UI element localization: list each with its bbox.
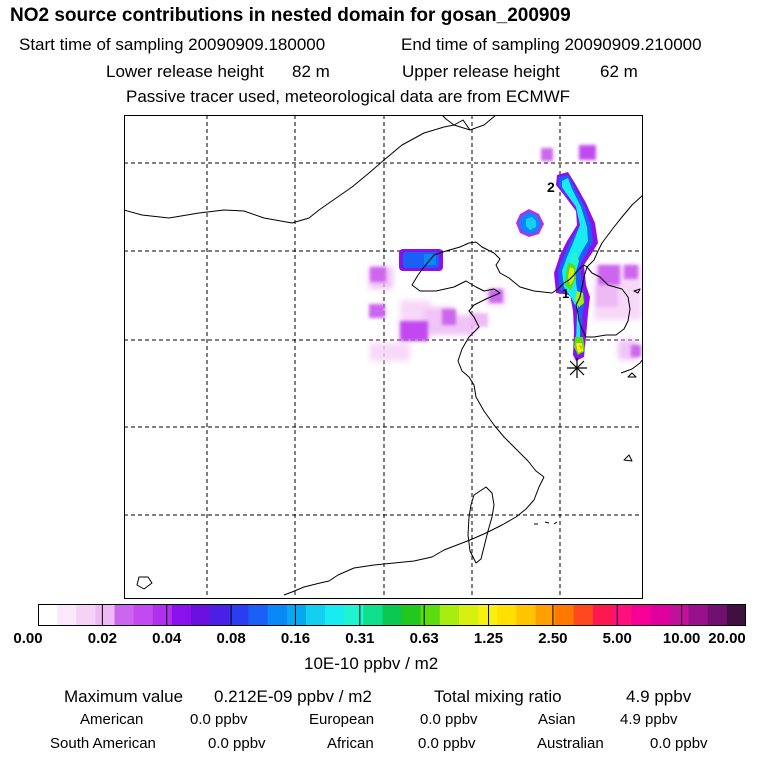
- colorbar-swatch: [267, 604, 288, 626]
- colorbar-swatch: [420, 604, 441, 626]
- colorbar-swatch: [554, 604, 575, 626]
- plume-main-corridor: [554, 172, 598, 361]
- end-time-label: End time of sampling 20090909.210000: [401, 35, 702, 54]
- map-gridlines: [124, 115, 643, 599]
- colorbar-swatch: [382, 604, 403, 626]
- colorbar-swatch: [707, 604, 728, 626]
- map-frame: [124, 115, 643, 599]
- colorbar-swatch: [497, 604, 517, 626]
- colorbar-tick-label: 0.63: [409, 630, 439, 647]
- colorbar-swatch: [229, 604, 250, 626]
- coastlines: [124, 115, 643, 596]
- colorbar-swatch: [439, 604, 460, 626]
- colorbar-swatch: [458, 604, 479, 626]
- colorbar-swatch: [95, 604, 116, 626]
- upper-release-value: 62 m: [600, 62, 638, 81]
- colorbar: [38, 604, 746, 626]
- colorbar-tick-label: 5.00: [602, 630, 632, 647]
- colorbar-tick-label: 0.08: [216, 630, 246, 647]
- colorbar-tick-label: 10.00: [662, 630, 701, 647]
- colorbar-tick-label: 2.50: [538, 630, 568, 647]
- colorbar-swatch: [726, 604, 746, 626]
- colorbar-swatch: [210, 604, 230, 626]
- colorbar-tick-label: 0.00: [13, 630, 43, 647]
- colorbar-swatch: [248, 604, 269, 626]
- trajectory-label-1: 1: [562, 286, 569, 301]
- region-value: 0.0 ppbv: [208, 735, 266, 752]
- region-value: 0.0 ppbv: [190, 711, 248, 728]
- colorbar-swatch: [573, 604, 594, 626]
- region-name: South American: [50, 735, 156, 752]
- colorbar-tick-label: 0.04: [152, 630, 182, 647]
- start-time-label: Start time of sampling 20090909.180000: [19, 35, 326, 54]
- colorbar-swatch: [535, 604, 556, 626]
- lower-release-label: Lower release height: [106, 62, 264, 81]
- colorbar-swatch: [191, 604, 211, 626]
- region-name: American: [80, 711, 144, 728]
- plume-north-blob: [516, 209, 544, 237]
- region-value: 0.0 ppbv: [420, 711, 478, 728]
- colorbar-tick-label: 1.25: [473, 630, 504, 647]
- plume-bohai-cluster: [399, 249, 443, 271]
- region-value: 0.0 ppbv: [418, 735, 476, 752]
- colorbar-swatch: [152, 604, 173, 626]
- asterisk-icon: [567, 358, 587, 378]
- upper-release-label: Upper release height: [402, 62, 560, 81]
- colorbar-swatch: [669, 604, 690, 626]
- region-name: Australian: [537, 735, 604, 752]
- colorbar-frame: [38, 604, 746, 626]
- colorbar-swatch: [650, 604, 671, 626]
- map-title: NO2 source contributions in nested domai…: [10, 5, 571, 26]
- region-name: European: [309, 711, 375, 728]
- colorbar-swatch: [76, 604, 97, 626]
- colorbar-ticks: 0.00 0.02 0.04 0.08 0.16 0.31 0.63 1.25 2.50 5.00…: [0, 630, 768, 650]
- total-mixing-label: Total mixing ratio: [434, 687, 562, 706]
- lower-release-value: 82 m: [292, 62, 330, 81]
- colorbar-tick-label: 0.16: [280, 630, 311, 647]
- colorbar-swatch: [592, 604, 613, 626]
- colorbar-swatch: [478, 604, 498, 626]
- colorbar-tick-label: 20.00: [708, 630, 746, 647]
- colorbar-swatch: [688, 604, 709, 626]
- max-value: 0.212E-09 ppbv / m2: [214, 687, 372, 706]
- colorbar-swatch: [38, 604, 58, 626]
- plume-purple-field: [369, 145, 641, 357]
- colorbar-tick-label: 0.31: [345, 630, 375, 647]
- total-mixing-value: 4.9 ppbv: [626, 687, 692, 706]
- region-name: African: [327, 735, 374, 752]
- colorbar-swatch: [133, 604, 154, 626]
- colorbar-swatch: [612, 604, 632, 626]
- colorbar-tick-label: 0.02: [87, 630, 117, 647]
- colorbar-unit: 10E-10 ppbv / m2: [304, 654, 439, 673]
- max-value-label: Maximum value: [64, 687, 184, 706]
- region-name: Asian: [538, 711, 576, 728]
- colorbar-swatch: [57, 604, 77, 626]
- colorbar-swatch: [401, 604, 422, 626]
- colorbar-swatch: [344, 604, 364, 626]
- colorbar-swatch: [516, 604, 537, 626]
- region-value: 4.9 ppbv: [620, 711, 678, 728]
- map-panel: 2 1: [124, 115, 643, 599]
- colorbar-swatch: [171, 604, 192, 626]
- colorbar-swatch: [305, 604, 326, 626]
- trajectory-label-2: 2: [547, 179, 555, 195]
- region-value: 0.0 ppbv: [650, 735, 708, 752]
- colorbar-swatch: [631, 604, 651, 626]
- colorbar-swatch: [114, 604, 135, 626]
- colorbar-swatch: [286, 604, 307, 626]
- colorbar-swatch: [325, 604, 345, 626]
- colorbar-swatch: [363, 604, 384, 626]
- tracer-note: Passive tracer used, meteorological data…: [126, 87, 571, 106]
